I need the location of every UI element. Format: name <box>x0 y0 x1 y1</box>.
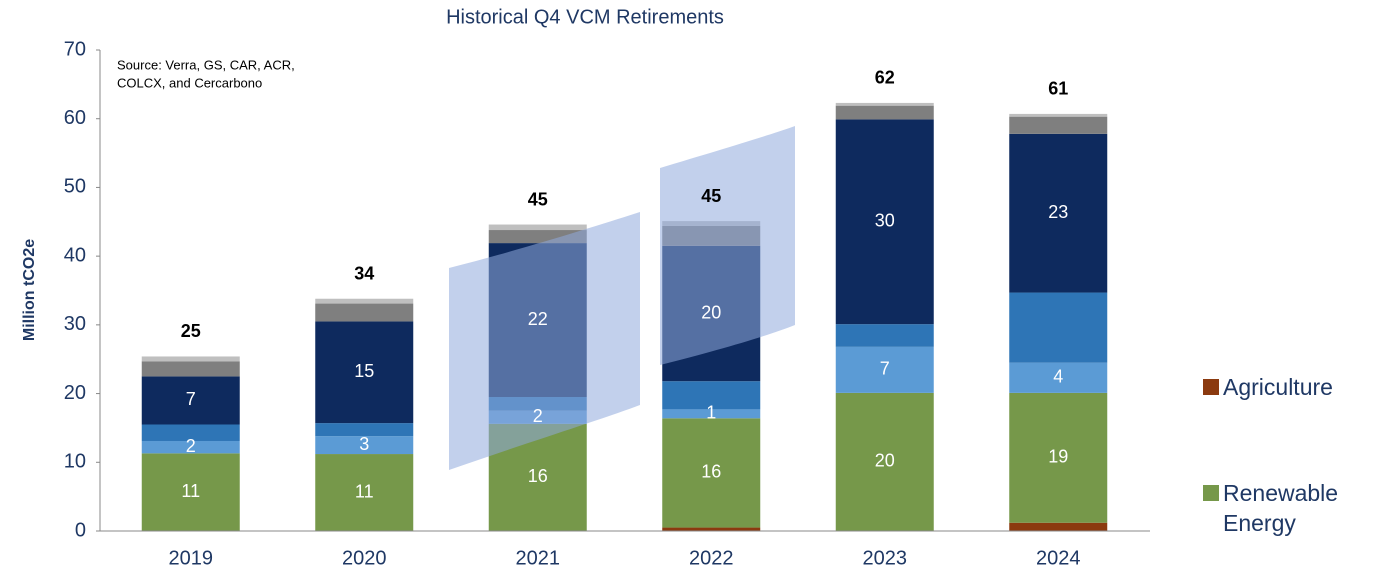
y-tick-label: 0 <box>75 519 86 541</box>
data-label: 11 <box>181 481 200 501</box>
data-label: 19 <box>1048 447 1068 467</box>
bar-segment <box>315 298 414 304</box>
data-label: 11 <box>355 481 374 501</box>
bar-segment <box>141 440 240 454</box>
data-label: 20 <box>701 302 721 322</box>
legend-item: Agriculture <box>1203 372 1373 402</box>
bar-segment <box>1009 116 1108 134</box>
bar-segment <box>835 105 934 120</box>
bar-segment <box>1009 392 1108 523</box>
y-axis-label: Million tCO2e <box>21 239 38 341</box>
x-tick-label: 2020 <box>342 547 387 569</box>
data-label: 2 <box>186 436 196 456</box>
x-tick-label: 2023 <box>863 547 908 569</box>
source-note: Source: Verra, GS, CAR, ACR, <box>117 57 295 72</box>
data-label: 20 <box>875 451 895 471</box>
highlight-ribbon <box>449 212 640 470</box>
bar-segment <box>141 453 240 531</box>
bar-segment <box>662 381 761 410</box>
bar-segment <box>662 527 761 531</box>
y-tick-label: 50 <box>64 176 86 198</box>
data-label: 7 <box>880 359 890 379</box>
data-label: 22 <box>528 309 548 329</box>
bar-segment <box>315 454 414 531</box>
labels: 1127251131534162224516120452073062194236… <box>181 68 1069 502</box>
bar-segment <box>488 224 587 231</box>
bar-segment <box>835 324 934 347</box>
bar-segment <box>1009 113 1108 117</box>
x-tick-label: 2024 <box>1036 547 1081 569</box>
bar-segment <box>835 102 934 106</box>
bar-segment <box>835 392 934 531</box>
bar-segment <box>141 356 240 362</box>
bar-segment <box>141 361 240 377</box>
legend-label: Renewable Energy <box>1223 480 1339 536</box>
bar-segment <box>315 321 414 424</box>
x-tick-label: 2019 <box>169 547 214 569</box>
x-tick-label: 2022 <box>689 547 734 569</box>
bar-segment <box>141 376 240 425</box>
bar-segment <box>662 418 761 528</box>
highlight-ribbon <box>660 126 795 365</box>
data-label: 16 <box>701 462 721 482</box>
y-tick-label: 40 <box>64 244 86 266</box>
y-tick-label: 20 <box>64 382 86 404</box>
data-label: 23 <box>1048 202 1068 222</box>
legend-label: Agriculture <box>1223 374 1333 400</box>
bar-segment <box>1009 362 1108 393</box>
y-tick-label: 30 <box>64 313 86 335</box>
legend-swatch <box>1203 485 1219 501</box>
bar-segment <box>662 409 761 419</box>
bar-segment <box>1009 522 1108 531</box>
bar-segment <box>315 303 414 322</box>
bar-segment <box>835 119 934 325</box>
y-tick-label: 60 <box>64 107 86 129</box>
y-tick-label: 70 <box>64 38 86 60</box>
data-label: 3 <box>359 434 369 454</box>
total-label: 62 <box>875 68 895 88</box>
y-tick-label: 10 <box>64 451 86 473</box>
total-label: 34 <box>354 263 374 283</box>
total-label: 25 <box>181 321 201 341</box>
total-label: 45 <box>528 189 548 209</box>
data-label: 16 <box>528 466 548 486</box>
total-label: 45 <box>701 186 721 206</box>
source-note: COLCX, and Cercarbono <box>117 75 262 90</box>
data-label: 2 <box>533 406 543 426</box>
bar-segment <box>1009 292 1108 363</box>
data-label: 4 <box>1053 367 1063 387</box>
data-label: 15 <box>354 361 374 381</box>
bar-segment <box>141 424 240 441</box>
x-tick-label: 2021 <box>516 547 561 569</box>
chart-title: Historical Q4 VCM Retirements <box>446 6 724 28</box>
bar-segment <box>835 346 934 393</box>
legend-item: Renewable Energy <box>1203 478 1373 538</box>
data-label: 1 <box>706 403 716 423</box>
bar-segment <box>315 436 414 455</box>
data-label: 7 <box>186 389 196 409</box>
data-label: 30 <box>875 211 895 231</box>
total-label: 61 <box>1048 79 1068 99</box>
bar-segment <box>315 423 414 437</box>
bar-segment <box>1009 133 1108 293</box>
legend-swatch <box>1203 379 1219 395</box>
